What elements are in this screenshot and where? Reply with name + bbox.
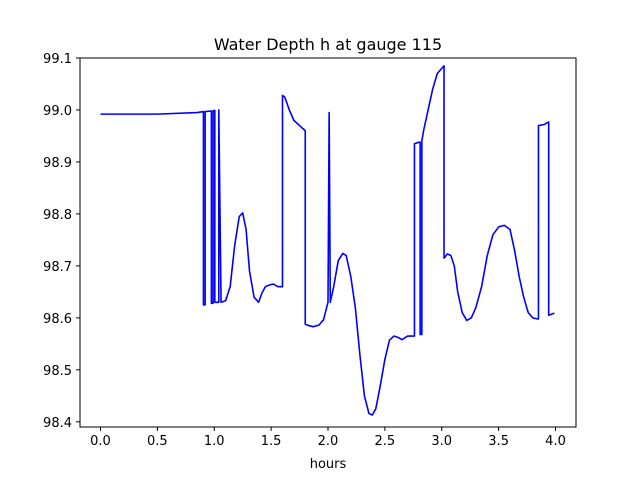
data-series-layer: [100, 65, 555, 416]
y-tick-label: 98.5: [43, 364, 72, 379]
x-tick-label: 1.0: [204, 434, 225, 449]
y-tick-label: 98.4: [43, 416, 72, 431]
x-tick-label: 2.5: [375, 434, 396, 449]
x-tick-label: 3.0: [431, 434, 452, 449]
x-tick-label: 3.5: [488, 434, 509, 449]
x-tick-label: 4.0: [545, 434, 566, 449]
y-tick-label: 99.0: [43, 104, 72, 119]
x-tick-label: 0.0: [90, 434, 111, 449]
y-tick-label: 98.9: [43, 156, 72, 171]
y-tick-label: 98.8: [43, 208, 72, 223]
y-tick-label: 98.7: [43, 260, 72, 275]
x-tick-label: 0.5: [147, 434, 168, 449]
chart-title: Water Depth h at gauge 115: [214, 35, 442, 54]
axis-ticks: 0.0 0.5 1.0 1.5 2.0 2.5 3.0 3.5 4.0 98.4 98.5 98.6 9…: [43, 52, 566, 449]
x-axis-label: hours: [310, 457, 347, 472]
y-tick-label: 98.6: [43, 312, 72, 327]
x-tick-label: 2.0: [318, 434, 339, 449]
x-tick-label: 1.5: [261, 434, 282, 449]
y-tick-label: 99.1: [43, 52, 72, 67]
plot-frame: [79, 57, 577, 428]
series-line-0: [100, 65, 555, 416]
